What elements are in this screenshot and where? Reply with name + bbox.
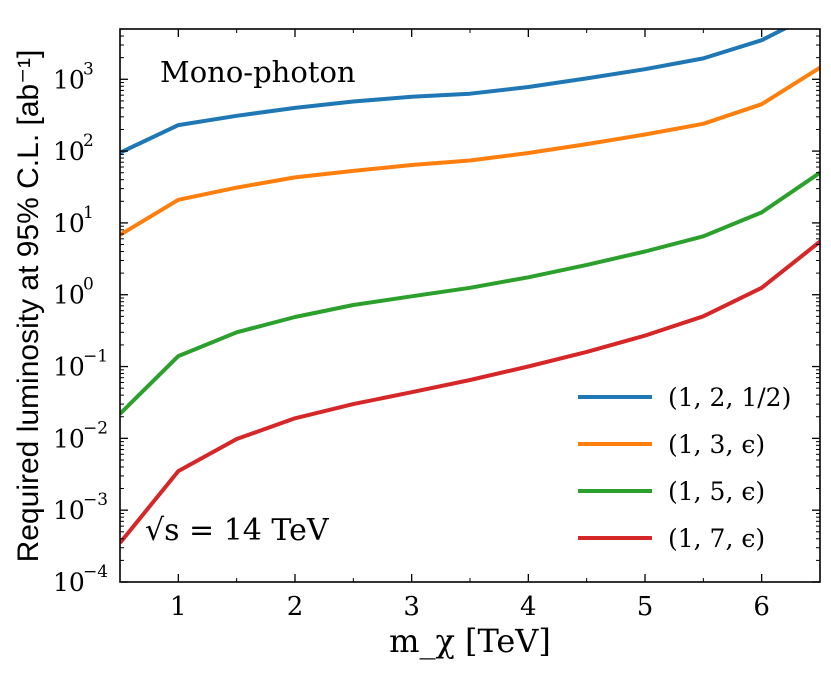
series-line-1	[120, 29, 789, 155]
y-tick-label: 10	[53, 281, 85, 310]
y-tick-exponent: 0	[83, 275, 94, 295]
x-tick-label: 1	[170, 592, 187, 622]
y-axis-label: Required luminosity at 95% C.L. [ab⁻¹]	[12, 50, 45, 563]
legend-label-3: (1, 5, ϵ)	[668, 477, 765, 506]
x-tick-label: 5	[637, 592, 654, 622]
series-line-2	[120, 66, 820, 237]
y-tick-exponent: −3	[83, 490, 108, 510]
legend-label-2: (1, 3, ϵ)	[668, 430, 765, 459]
legend-label-1: (1, 2, 1/2)	[668, 383, 791, 412]
y-tick-exponent: −2	[83, 418, 108, 438]
y-tick-exponent: 1	[83, 203, 94, 223]
series-line-4	[120, 240, 820, 545]
y-tick-exponent: −4	[83, 562, 108, 582]
y-tick-exponent: −1	[83, 347, 108, 367]
y-tick-label: 10	[53, 568, 85, 597]
y-tick-label: 10	[53, 65, 85, 94]
x-axis-label: m_χ [TeV]	[389, 622, 551, 660]
legend-label-4: (1, 7, ϵ)	[668, 524, 765, 553]
y-tick-label: 10	[53, 209, 85, 238]
x-tick-label: 3	[403, 592, 420, 622]
y-tick-label: 10	[53, 353, 85, 382]
x-tick-label: 2	[287, 592, 304, 622]
y-tick-label: 10	[53, 137, 85, 166]
plot-frame	[119, 28, 821, 583]
x-tick-label: 4	[520, 592, 537, 622]
x-tick-label: 6	[753, 592, 770, 622]
y-tick-exponent: 2	[83, 131, 94, 151]
annotation-sqrt-s: √s = 14 TeV	[145, 513, 330, 548]
y-tick-exponent: 3	[83, 59, 94, 79]
series-layer	[120, 29, 820, 545]
series-line-3	[120, 171, 820, 416]
legend: (1, 2, 1/2) (1, 3, ϵ) (1, 5, ϵ) (1, 7, ϵ)	[578, 383, 791, 553]
annotation-mono-photon: Mono-photon	[160, 55, 356, 89]
y-tick-label: 10	[53, 496, 85, 525]
y-tick-label: 10	[53, 424, 85, 453]
